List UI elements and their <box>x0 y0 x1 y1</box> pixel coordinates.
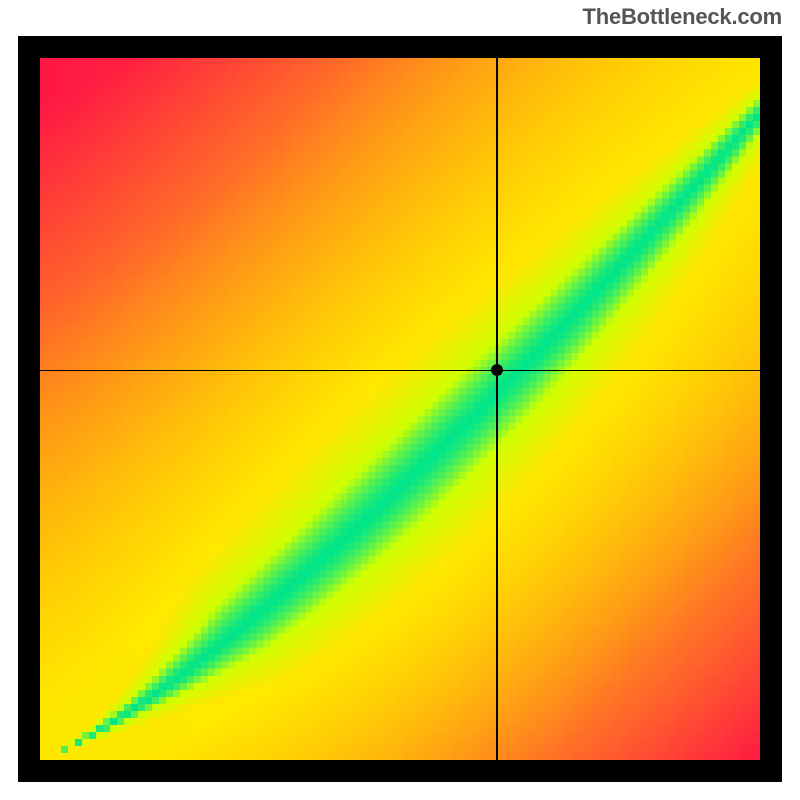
root-container: TheBottleneck.com <box>0 0 800 800</box>
heatmap-canvas <box>40 58 760 760</box>
crosshair-vertical <box>496 58 498 760</box>
watermark-text: TheBottleneck.com <box>582 4 782 30</box>
crosshair-marker <box>489 362 505 378</box>
crosshair-horizontal <box>40 370 760 372</box>
plot-frame <box>18 36 782 782</box>
